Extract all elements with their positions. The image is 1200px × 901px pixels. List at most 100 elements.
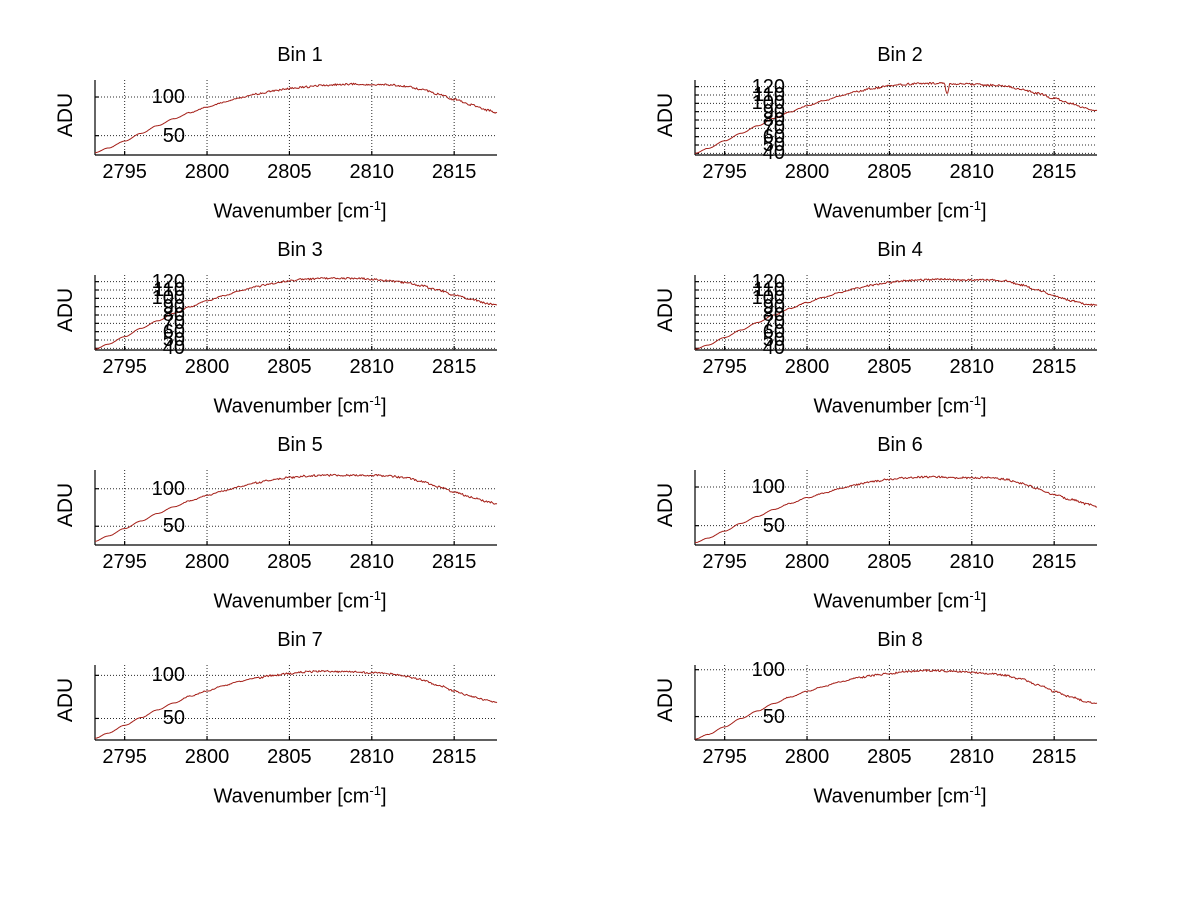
x-tick-label: 2795 — [102, 356, 147, 378]
x-tick-label: 2810 — [349, 161, 395, 183]
gridlines — [695, 665, 1097, 740]
x-tick-labels: 2795 2800 2805 2810 2815 — [695, 740, 1097, 774]
y-axis-label-text: ADU — [53, 287, 77, 333]
x-axis-label-prefix: Wavenumber [cm — [213, 395, 370, 418]
gridlines — [95, 470, 497, 545]
y-tick-label: 70 — [762, 312, 785, 335]
subplot-bin-6: Bin 6 ADU 50 100 2795 2800 2805 2810 2815 Wavenum… — [600, 432, 1200, 627]
x-tick-label: 2795 — [102, 551, 147, 573]
y-tick-label: 80 — [762, 109, 785, 131]
x-tick-label: 2810 — [949, 356, 995, 378]
x-axis-label: Wavenumber [cm-1] — [0, 198, 600, 224]
data-series-line — [694, 81, 1098, 154]
y-tick-labels: 50 100 — [93, 470, 185, 545]
x-tick-label: 2800 — [784, 746, 830, 768]
y-tick-label: 50 — [762, 329, 785, 351]
x-tick-label: 2800 — [784, 356, 830, 378]
x-tick-label: 2795 — [702, 551, 747, 573]
x-axis-label-exponent: -1 — [969, 783, 981, 798]
data-series-line — [694, 475, 1098, 544]
y-tick-labels: 50 100 — [93, 665, 185, 740]
y-axis-label: ADU — [598, 462, 688, 548]
x-tick-label: 2805 — [267, 161, 312, 183]
subplot-title: Bin 8 — [877, 629, 923, 651]
x-axis-label: Wavenumber [cm-1] — [600, 198, 1200, 224]
y-tick-label: 100 — [751, 658, 785, 681]
y-tick-label: 90 — [762, 100, 785, 123]
subplot-title: Bin 4 — [877, 239, 923, 261]
y-tick-label: 60 — [762, 125, 785, 148]
x-tick-label: 2805 — [267, 356, 312, 378]
x-tick-label: 2810 — [349, 356, 395, 378]
y-tick-label: 50 — [162, 329, 185, 351]
x-tick-label: 2800 — [184, 746, 230, 768]
subplot-bin-2: Bin 2 ADU 40 50 60 70 80 90 100 110 120 2795 2800 280… — [600, 42, 1200, 237]
x-tick-label: 2810 — [349, 746, 395, 768]
y-tick-labels: 40 50 60 70 80 90 100 110 120 — [93, 272, 185, 359]
y-tick-label: 110 — [753, 84, 785, 106]
plot-area: 50 100 2795 2800 2805 2810 2815 — [93, 80, 498, 183]
x-tick-label: 2800 — [784, 551, 830, 573]
x-tick-label: 2795 — [702, 356, 747, 378]
x-axis-label-prefix: Wavenumber [cm — [813, 395, 970, 418]
x-axis-label-prefix: Wavenumber [cm — [213, 590, 370, 613]
x-tick-label: 2810 — [949, 746, 995, 768]
x-tick-label: 2800 — [184, 161, 230, 183]
x-axis-label-exponent: -1 — [369, 198, 381, 213]
x-axis-label: Wavenumber [cm-1] — [600, 393, 1200, 419]
x-axis-label-prefix: Wavenumber [cm — [813, 785, 970, 808]
subplot-bin-3: Bin 3 ADU 40 50 60 70 80 90 100 110 120 2795 2800 280… — [0, 237, 600, 432]
x-axis-label-prefix: Wavenumber [cm — [213, 200, 370, 223]
axes-graphic — [94, 470, 498, 546]
y-axis-label-text: ADU — [53, 92, 77, 138]
x-axis-label-suffix: ] — [980, 590, 987, 613]
y-tick-labels: 40 50 60 70 80 90 100 110 120 — [693, 272, 785, 359]
x-tick-label: 2805 — [867, 161, 912, 183]
subplot-title: Bin 6 — [877, 434, 923, 456]
y-axis-label: ADU — [598, 267, 688, 353]
y-tick-label: 80 — [162, 304, 185, 326]
x-tick-labels: 2795 2800 2805 2810 2815 — [695, 155, 1097, 189]
y-axis-label: ADU — [0, 462, 88, 548]
y-tick-label: 90 — [162, 295, 185, 318]
y-tick-label: 40 — [762, 142, 785, 165]
x-tick-label: 2795 — [102, 746, 147, 768]
x-tick-label: 2815 — [1031, 356, 1077, 378]
x-tick-label: 2815 — [431, 356, 477, 378]
x-axis-label-suffix: ] — [380, 785, 387, 808]
plot-area: 50 100 2795 2800 2805 2810 2815 — [694, 470, 1098, 573]
x-tick-labels: 2795 2800 2805 2810 2815 — [95, 740, 497, 774]
x-tick-labels: 2795 2800 2805 2810 2815 — [695, 545, 1097, 579]
plot-area: 40 50 60 70 80 90 100 110 120 2795 2800 2805 2810 281… — [93, 272, 498, 378]
x-tick-label: 2810 — [949, 551, 995, 573]
y-tick-label: 50 — [762, 514, 785, 537]
x-tick-label: 2805 — [867, 356, 912, 378]
x-tick-label: 2815 — [431, 161, 477, 183]
plot-area: 50 100 2795 2800 2805 2810 2815 — [93, 470, 498, 573]
gridlines — [95, 80, 497, 155]
y-tick-label: 50 — [762, 134, 785, 156]
x-tick-label: 2800 — [184, 356, 230, 378]
y-tick-labels: 50 100 — [93, 80, 185, 155]
y-tick-label: 110 — [153, 279, 185, 301]
x-tick-label: 2800 — [184, 551, 230, 573]
gridlines — [695, 470, 1097, 545]
data-series-line — [694, 277, 1098, 350]
x-axis-label-suffix: ] — [980, 200, 987, 223]
plot-area: 40 50 60 70 80 90 100 110 120 2795 2800 2805 2810 281… — [694, 77, 1098, 183]
data-series-line — [694, 669, 1098, 740]
y-axis-label: ADU — [598, 657, 688, 743]
axes-graphic — [694, 80, 1098, 156]
y-tick-label: 100 — [151, 664, 185, 687]
y-axis-label-text: ADU — [53, 677, 77, 723]
y-axis-label: ADU — [0, 72, 88, 158]
y-tick-label: 50 — [762, 705, 785, 728]
x-tick-label: 2815 — [431, 746, 477, 768]
y-tick-label: 80 — [762, 304, 785, 326]
x-tick-labels: 2795 2800 2805 2810 2815 — [95, 155, 497, 189]
data-series-line — [94, 669, 498, 739]
x-tick-label: 2800 — [784, 161, 830, 183]
x-tick-label: 2815 — [1031, 551, 1077, 573]
x-tick-label: 2815 — [1031, 746, 1077, 768]
y-tick-label: 100 — [151, 477, 185, 500]
